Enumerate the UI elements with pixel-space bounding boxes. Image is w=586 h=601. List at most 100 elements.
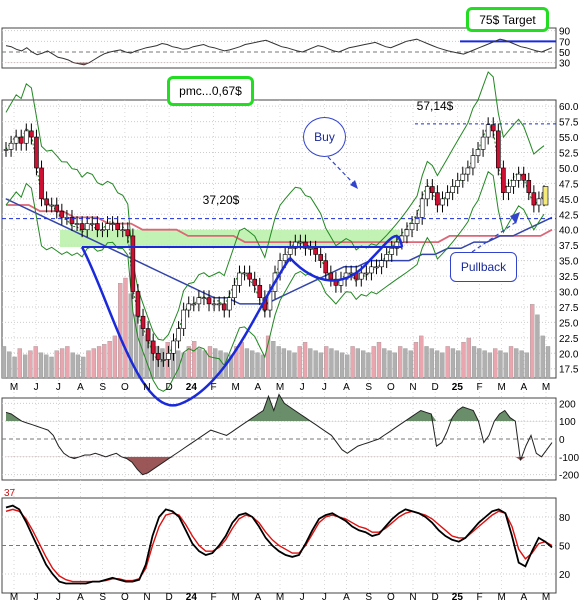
stoch-x-tick-label: M [231,592,239,601]
volume-bar [292,352,297,379]
candle-down [221,303,227,311]
price-x-tick-label: A [254,382,261,393]
stoch-x-tick-label: M [542,592,550,601]
stoch-top-left-value: 37 [4,488,16,499]
price-tick-label: 50.0 [559,164,579,175]
cci-tick-label: 0 [559,435,565,446]
candle-down [115,223,120,231]
volume-bar [508,346,514,379]
candle-up [394,241,400,249]
volume-bar [329,348,334,379]
volume-bar [234,346,239,379]
candle-down [490,124,496,132]
candle-up [465,167,471,175]
volume-bar [160,348,165,379]
stoch-x-tick-label: A [520,592,527,601]
candle-down [247,272,252,280]
price-x-tick-label: M [497,382,505,393]
candle-down [135,291,141,317]
candle-down [206,297,212,305]
volume-bar [371,346,376,379]
panel-frame-rsi [1,27,557,69]
rsi-line [5,38,553,66]
volume-bar [487,352,493,379]
candle-down [155,352,161,360]
volume-bar [297,346,302,379]
neckline-band [60,229,400,248]
candle-up [84,223,90,231]
candle-up [8,142,14,150]
stoch-x-tick-label: S [99,592,106,601]
candle-up [176,328,181,342]
stoch-x-tick-label: J [56,592,61,601]
volume-bar [545,346,551,379]
volume-bar [424,346,429,379]
volume-bar [218,350,223,379]
cci-tick-label: -100 [559,453,579,464]
stoch-k-line [5,504,553,585]
volume-bar [355,348,361,379]
price-x-tick-label: D [432,382,439,393]
candle-up [89,223,95,225]
price-x-tick-label: S [99,382,106,393]
price-x-tick-label: 24 [186,382,198,393]
candle-up [440,198,445,206]
stoch-x-tick-label: 25 [452,592,464,601]
candle-up [404,229,410,237]
pullback-arrow-line [471,221,517,253]
candle-down [313,247,318,255]
price-x-tick-label: N [409,382,416,393]
candle-last [542,186,549,206]
stoch-x-tick-label: J [322,592,327,601]
price-x-tick-label: M [542,382,550,393]
price-x-tick-label: D [166,382,173,393]
candle-up [237,272,242,286]
cci-oversold-fill [6,456,552,475]
stoch-x-tick-label: M [276,592,284,601]
candle-up [298,241,303,244]
volume-bar [408,350,413,379]
candle-up [379,260,384,268]
price-tick-label: 40.0 [559,226,579,237]
price-x-tick-label: J [300,382,305,393]
handle-curve [289,234,404,282]
candle-down [531,192,537,206]
candle-down [430,186,435,193]
volume-bar [12,356,17,379]
cup-pattern [2,123,556,407]
volume-bar [276,346,281,379]
volume-bar [287,350,292,379]
candle-up [120,229,126,232]
target-label-box: 75$ Target [466,7,549,32]
candle-up [450,186,455,193]
volume-bar [324,346,329,379]
price-tick-label: 22.5 [559,334,579,345]
candle-down [318,254,323,261]
volume-bar [271,341,276,379]
volume-bar [213,348,218,379]
price-tick-label: 17.5 [559,365,579,376]
candle-up [227,297,232,311]
candle-down [95,223,100,231]
stoch-x-tick-label: N [409,592,416,601]
price-neck-label-wrap: 37,20$ [196,192,246,208]
price-x-tick-label: J [34,382,39,393]
candle-up [201,297,207,299]
candle-up [480,136,486,150]
volume-bar [202,350,207,379]
price-x-tick-label: 25 [452,382,464,393]
price-tick-label: 52.5 [559,149,579,160]
volume-bar [260,354,265,379]
stoch-x-tick-label: M [497,592,505,601]
stoch-x-tick-label: A [77,592,84,601]
volume-bar [1,346,7,379]
candle-down [521,173,526,181]
stoch-x-tick-label: D [432,592,439,601]
volume-bar [345,354,350,379]
volume-bar [123,277,128,379]
volume-bar [265,335,271,379]
volume-bar [392,352,397,379]
volume-bar [165,342,170,379]
volume-bar [33,346,38,379]
candle-up [181,309,186,329]
